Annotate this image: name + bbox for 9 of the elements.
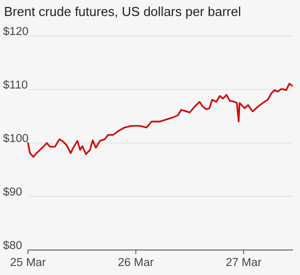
y-tick-label: $110 [3,79,28,92]
y-tick-label: $90 [3,186,22,198]
x-tick-label: 27 Mar [226,257,262,269]
x-tick-label: 25 Mar [10,257,46,269]
x-tick-label: 26 Mar [118,257,154,269]
chart-title: Brent crude futures, US dollars per barrel [4,4,242,19]
y-tick-label: $100 [3,132,29,145]
y-tick-label: $80 [3,240,22,252]
y-tick-label: $120 [3,26,29,38]
